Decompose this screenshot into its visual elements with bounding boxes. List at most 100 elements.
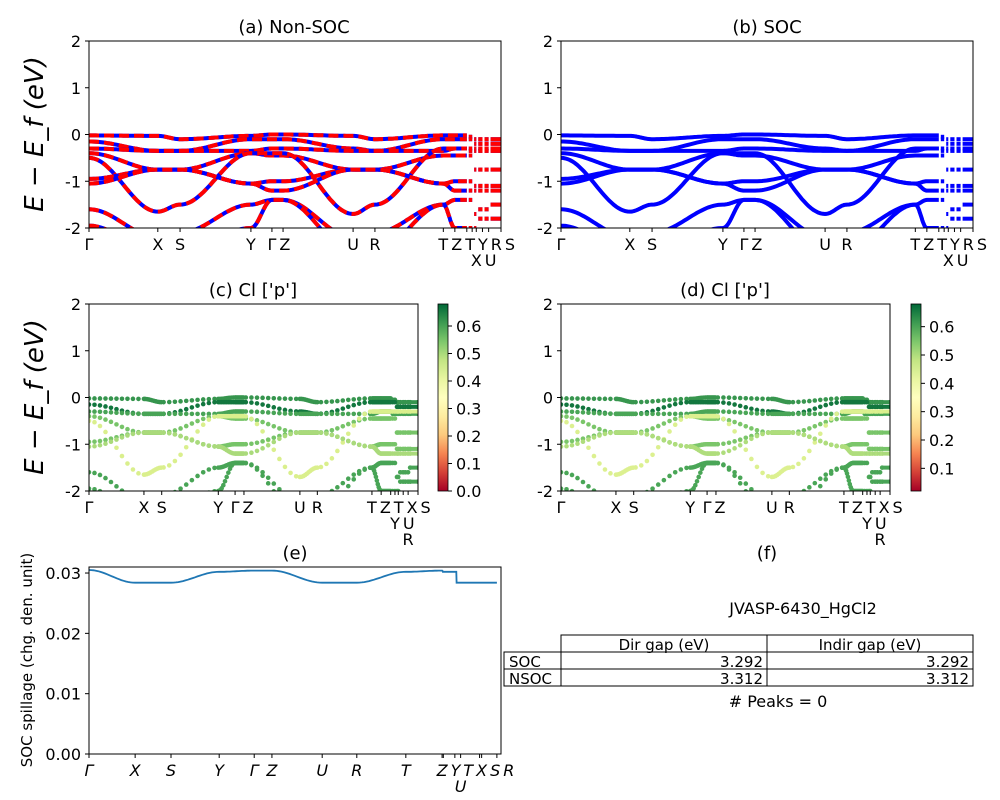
band-point	[329, 427, 335, 433]
xtick-label-b: Z	[923, 235, 934, 254]
colorbar-tick-label: 0.0	[456, 482, 481, 501]
band-point	[834, 396, 839, 401]
xtick-label-d: R	[784, 498, 795, 517]
band-point	[172, 489, 177, 491]
band-line	[89, 146, 467, 217]
xtick-label-e: Y	[451, 761, 462, 780]
band-point	[206, 467, 212, 472]
band-point	[796, 509, 801, 514]
band-point	[790, 411, 796, 417]
band-point	[222, 479, 228, 484]
band-point	[195, 473, 200, 479]
band-point	[178, 399, 183, 404]
band-point	[265, 395, 271, 401]
band-point	[125, 411, 130, 416]
band-point	[644, 428, 650, 433]
band-point	[260, 409, 265, 415]
band-point	[119, 453, 125, 459]
band-point	[89, 413, 92, 419]
xtick-label-a: T	[437, 235, 448, 254]
band-point	[103, 441, 108, 446]
band-point	[787, 399, 792, 405]
ytick-label-b: 1	[543, 79, 553, 98]
band-point	[801, 427, 807, 433]
band-point	[125, 396, 130, 402]
band-point	[662, 499, 667, 504]
band-point	[108, 405, 114, 411]
band-point	[97, 488, 103, 491]
band-point	[846, 478, 852, 483]
band-point	[324, 461, 329, 467]
band-point	[254, 401, 260, 406]
band-line	[89, 167, 467, 193]
band-point	[807, 485, 812, 490]
band-point	[178, 433, 183, 439]
band-point	[678, 411, 684, 417]
band-point	[581, 495, 586, 500]
band-point	[737, 475, 743, 481]
band-point	[823, 397, 829, 402]
band-point	[633, 399, 638, 405]
bands-b	[561, 132, 973, 228]
band-point	[684, 414, 689, 420]
band-point	[125, 433, 130, 438]
band-point	[655, 435, 661, 441]
band-point	[765, 411, 771, 417]
band-point	[260, 395, 265, 401]
band-point	[684, 465, 689, 471]
band-point	[749, 456, 754, 462]
band-point	[650, 411, 655, 417]
band-point	[315, 465, 320, 470]
xtick-label-d: S	[893, 498, 903, 517]
xtick-label-a: Γ	[85, 235, 94, 254]
band-point	[319, 493, 324, 498]
band-point	[249, 409, 254, 414]
band-point	[97, 403, 103, 408]
band-point	[787, 430, 792, 435]
band-point	[787, 411, 792, 417]
xtick-label-e: Γ	[85, 761, 95, 780]
xtick-label-b: R	[963, 235, 974, 254]
band-point	[667, 411, 672, 417]
ytick-label-a: 1	[71, 79, 81, 98]
peaks-label: # Peaks = 0	[729, 692, 828, 711]
band-point	[715, 441, 721, 447]
xtick-label-e: T	[463, 761, 474, 780]
band-point	[212, 400, 217, 405]
band-point	[103, 409, 108, 415]
band-point	[639, 511, 644, 516]
band-line	[89, 151, 467, 172]
band-point	[277, 456, 282, 462]
band-point	[754, 407, 760, 413]
band-point	[92, 414, 97, 419]
band-point	[812, 436, 818, 442]
band-point	[351, 402, 357, 408]
band-point	[569, 442, 575, 448]
band-point	[823, 472, 829, 477]
band-point	[92, 470, 97, 476]
band-point	[109, 495, 114, 500]
xtick-label-d: Γ	[703, 498, 712, 517]
band-point	[812, 480, 818, 486]
band-point	[161, 430, 166, 435]
title-e: (e)	[282, 543, 307, 564]
band-point	[108, 439, 114, 445]
band-point	[591, 424, 597, 430]
band-point	[119, 410, 125, 416]
band-point	[667, 418, 672, 424]
band-point	[796, 491, 801, 496]
band-point	[672, 441, 678, 447]
band-line	[561, 146, 939, 153]
band-point	[243, 395, 249, 400]
band-point	[834, 411, 839, 417]
band-point	[801, 456, 807, 461]
xtick-label-a: T	[464, 235, 475, 254]
band-point	[136, 471, 141, 476]
band-point	[136, 411, 141, 417]
band-point	[119, 488, 125, 491]
band-point	[335, 498, 340, 503]
band-point	[672, 416, 678, 422]
band-point	[608, 430, 613, 436]
band-point	[561, 402, 564, 407]
xtick-label-e: T	[401, 761, 412, 780]
